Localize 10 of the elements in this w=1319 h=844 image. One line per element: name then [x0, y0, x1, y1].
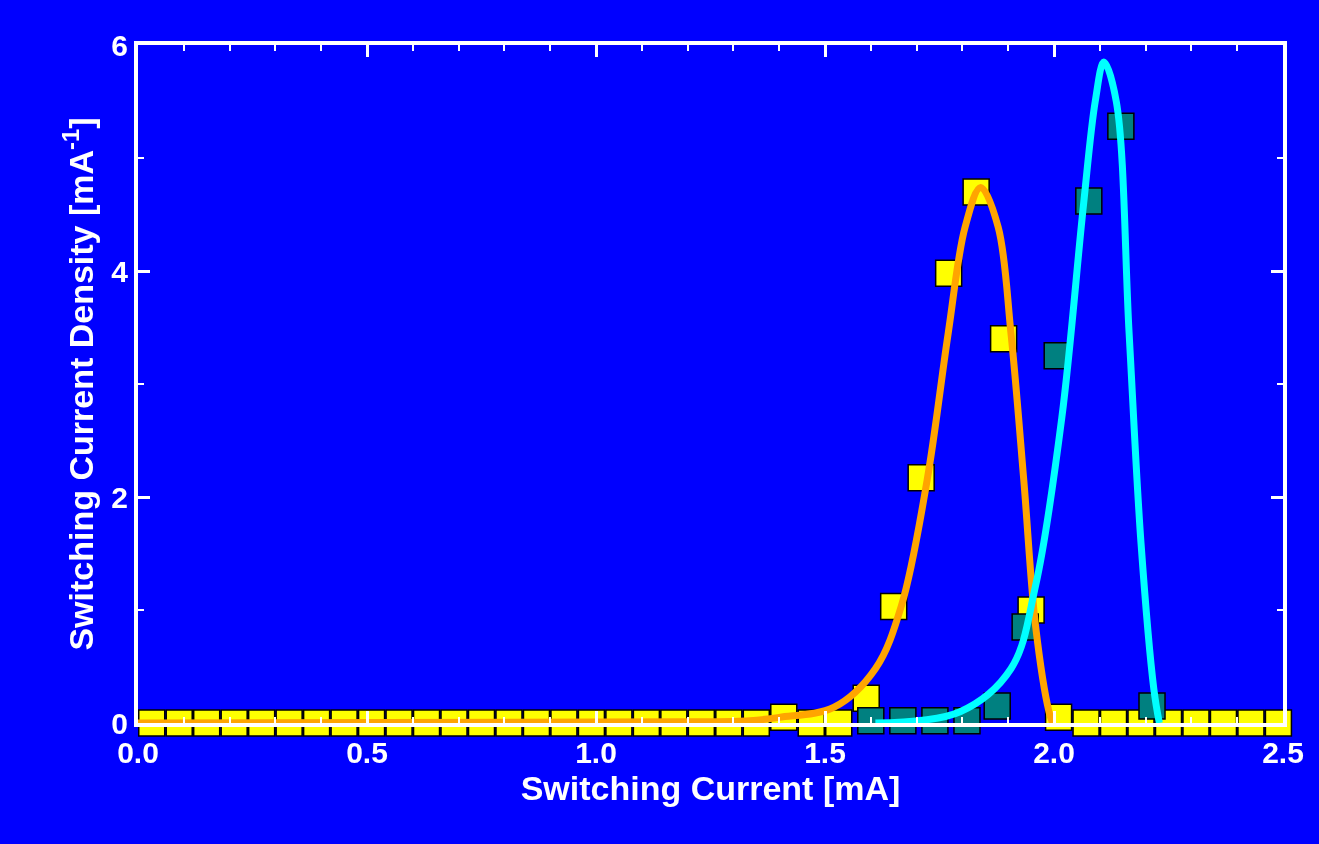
- y-tick-label: 4: [111, 254, 129, 288]
- point: [983, 692, 1011, 720]
- y-tick-label: 2: [111, 480, 128, 514]
- x-tick-label: 1.5: [804, 736, 846, 769]
- x-tick-label: 2.0: [1033, 736, 1075, 769]
- x-tick-label: 0.5: [346, 736, 388, 769]
- y-tick-label: 6: [111, 28, 128, 62]
- x-axis-title: Switching Current [mA]: [520, 769, 901, 807]
- x-tick-label: 2.5: [1262, 736, 1304, 769]
- x-tick-label: 1.0: [575, 736, 617, 769]
